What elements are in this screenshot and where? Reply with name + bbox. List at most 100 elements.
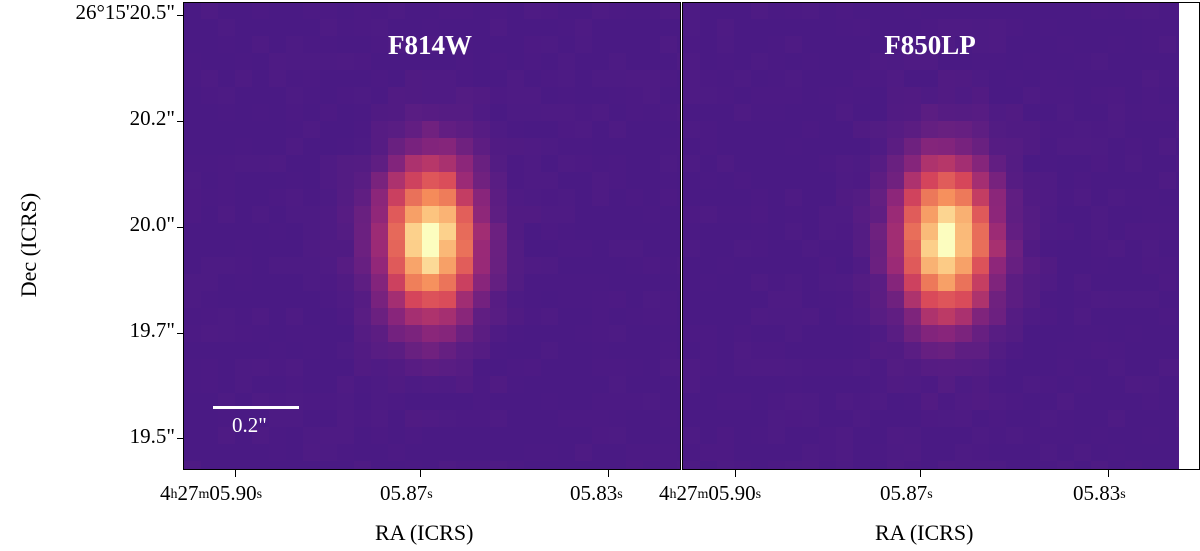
image-pixel xyxy=(1159,308,1177,326)
image-pixel xyxy=(609,342,627,360)
image-pixel xyxy=(388,19,406,37)
image-pixel xyxy=(1006,444,1024,462)
image-pixel xyxy=(1040,2,1058,20)
image-pixel xyxy=(388,427,406,445)
image-pixel xyxy=(700,2,718,20)
image-pixel xyxy=(660,138,678,156)
image-pixel xyxy=(1023,325,1041,343)
image-pixel xyxy=(337,206,355,224)
image-pixel xyxy=(921,189,939,207)
image-pixel xyxy=(683,291,701,309)
image-pixel xyxy=(337,172,355,190)
image-pixel xyxy=(575,53,593,71)
image-pixel xyxy=(473,2,491,20)
image-pixel xyxy=(819,308,837,326)
image-pixel xyxy=(853,444,871,462)
image-pixel xyxy=(1125,189,1143,207)
image-pixel xyxy=(870,19,888,37)
image-pixel xyxy=(904,342,922,360)
image-pixel xyxy=(1057,308,1075,326)
image-pixel xyxy=(683,240,701,258)
image-pixel xyxy=(1023,36,1041,54)
image-pixel xyxy=(1074,291,1092,309)
image-pixel xyxy=(955,19,973,37)
image-pixel xyxy=(575,19,593,37)
image-pixel xyxy=(660,274,678,292)
image-pixel xyxy=(972,308,990,326)
image-pixel xyxy=(751,359,769,377)
image-pixel xyxy=(972,53,990,71)
image-pixel xyxy=(609,410,627,428)
image-pixel xyxy=(252,2,270,20)
image-pixel xyxy=(201,376,219,394)
image-pixel xyxy=(1159,444,1177,462)
image-pixel xyxy=(337,342,355,360)
image-pixel xyxy=(439,410,457,428)
image-pixel xyxy=(456,206,474,224)
image-pixel xyxy=(887,240,905,258)
image-pixel xyxy=(1142,444,1160,462)
image-pixel xyxy=(1108,359,1126,377)
image-pixel xyxy=(700,223,718,241)
image-pixel xyxy=(456,223,474,241)
image-pixel xyxy=(626,155,644,173)
image-pixel xyxy=(1074,274,1092,292)
image-pixel xyxy=(955,291,973,309)
image-pixel xyxy=(819,410,837,428)
image-pixel xyxy=(785,189,803,207)
image-pixel xyxy=(785,342,803,360)
image-pixel xyxy=(836,376,854,394)
image-pixel xyxy=(683,104,701,122)
image-pixel xyxy=(524,2,542,20)
image-pixel xyxy=(1057,87,1075,105)
image-pixel xyxy=(439,206,457,224)
image-pixel xyxy=(660,155,678,173)
image-pixel xyxy=(1006,138,1024,156)
image-pixel xyxy=(1023,291,1041,309)
image-pixel xyxy=(677,291,680,309)
image-pixel xyxy=(592,257,610,275)
image-pixel xyxy=(252,240,270,258)
image-pixel xyxy=(439,87,457,105)
image-pixel xyxy=(768,87,786,105)
image-pixel xyxy=(643,19,661,37)
image-pixel xyxy=(320,138,338,156)
image-pixel xyxy=(184,70,202,88)
image-pixel xyxy=(700,138,718,156)
image-pixel xyxy=(269,240,287,258)
image-pixel xyxy=(870,291,888,309)
image-pixel xyxy=(1108,308,1126,326)
image-pixel xyxy=(524,427,542,445)
image-pixel xyxy=(575,36,593,54)
image-pixel xyxy=(904,189,922,207)
image-pixel xyxy=(1142,223,1160,241)
image-pixel xyxy=(734,19,752,37)
image-pixel xyxy=(853,359,871,377)
image-pixel xyxy=(320,19,338,37)
image-pixel xyxy=(904,53,922,71)
image-pixel xyxy=(734,444,752,462)
image-pixel xyxy=(184,325,202,343)
image-pixel xyxy=(643,121,661,139)
image-pixel xyxy=(677,155,680,173)
image-pixel xyxy=(1125,393,1143,411)
image-pixel xyxy=(473,461,491,470)
image-pixel xyxy=(592,359,610,377)
image-pixel xyxy=(524,172,542,190)
image-pixel xyxy=(955,121,973,139)
image-pixel xyxy=(1142,393,1160,411)
image-pixel xyxy=(938,291,956,309)
image-pixel xyxy=(490,138,508,156)
image-pixel xyxy=(422,70,440,88)
image-pixel xyxy=(751,138,769,156)
image-pixel xyxy=(524,325,542,343)
image-pixel xyxy=(785,325,803,343)
image-pixel xyxy=(286,2,304,20)
image-pixel xyxy=(1125,36,1143,54)
image-pixel xyxy=(802,376,820,394)
image-pixel xyxy=(1006,376,1024,394)
image-pixel xyxy=(1125,223,1143,241)
image-pixel xyxy=(405,87,423,105)
image-pixel xyxy=(626,427,644,445)
image-pixel xyxy=(218,359,236,377)
